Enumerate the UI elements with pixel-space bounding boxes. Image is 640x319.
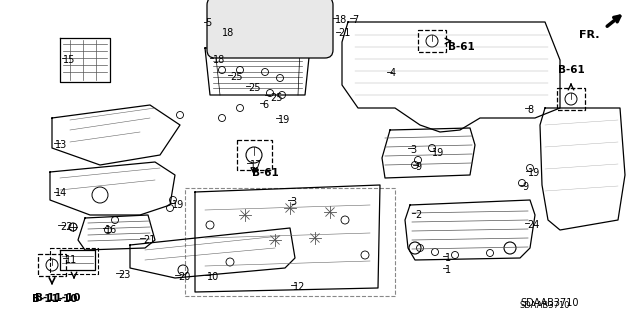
Text: 13: 13 bbox=[55, 140, 67, 150]
Text: 20: 20 bbox=[178, 272, 190, 282]
Text: 6: 6 bbox=[262, 100, 268, 110]
Text: SDAAB3710: SDAAB3710 bbox=[520, 298, 579, 308]
Text: 1: 1 bbox=[445, 265, 451, 275]
Text: B-61: B-61 bbox=[252, 168, 279, 178]
Text: 1: 1 bbox=[445, 253, 451, 263]
Text: B-61: B-61 bbox=[558, 65, 585, 75]
Text: 22: 22 bbox=[60, 222, 72, 232]
FancyBboxPatch shape bbox=[207, 0, 333, 58]
Text: B-61: B-61 bbox=[448, 42, 475, 52]
Text: B-11-10: B-11-10 bbox=[32, 294, 77, 304]
Text: 19: 19 bbox=[278, 115, 291, 125]
Text: 5: 5 bbox=[205, 18, 211, 28]
Text: 19: 19 bbox=[432, 148, 444, 158]
Bar bbox=[418, 30, 446, 52]
Bar bbox=[38, 254, 66, 276]
Bar bbox=[557, 88, 585, 110]
Text: 7: 7 bbox=[352, 15, 358, 25]
Bar bbox=[185, 188, 395, 296]
Text: 12: 12 bbox=[293, 282, 305, 292]
Text: 23: 23 bbox=[118, 270, 131, 280]
Text: 8: 8 bbox=[527, 105, 533, 115]
Text: 14: 14 bbox=[55, 188, 67, 198]
Text: 3: 3 bbox=[290, 197, 296, 207]
Text: 18: 18 bbox=[335, 15, 348, 25]
Text: SDAAB3710: SDAAB3710 bbox=[519, 301, 570, 310]
Text: 25: 25 bbox=[248, 83, 260, 93]
Text: 9: 9 bbox=[522, 182, 528, 192]
Text: 3: 3 bbox=[410, 145, 416, 155]
Text: 11: 11 bbox=[65, 255, 77, 265]
Text: FR.: FR. bbox=[579, 30, 600, 40]
Text: 10: 10 bbox=[207, 272, 220, 282]
Text: 24: 24 bbox=[527, 220, 540, 230]
Text: 25: 25 bbox=[230, 72, 243, 82]
Text: 9: 9 bbox=[415, 162, 421, 172]
Text: 21: 21 bbox=[143, 235, 156, 245]
Text: 15: 15 bbox=[63, 55, 76, 65]
Text: 16: 16 bbox=[105, 225, 117, 235]
Text: 25: 25 bbox=[270, 93, 282, 103]
Text: 21: 21 bbox=[338, 28, 350, 38]
Text: 17: 17 bbox=[250, 160, 262, 170]
Text: 18: 18 bbox=[213, 55, 225, 65]
Text: 19: 19 bbox=[528, 168, 540, 178]
Text: 18: 18 bbox=[222, 28, 234, 38]
Bar bbox=[237, 140, 272, 170]
Text: 19: 19 bbox=[172, 200, 184, 210]
Bar bbox=[50, 248, 98, 274]
Text: 4: 4 bbox=[390, 68, 396, 78]
Text: B-11-10: B-11-10 bbox=[35, 293, 81, 303]
Text: 2: 2 bbox=[415, 210, 421, 220]
